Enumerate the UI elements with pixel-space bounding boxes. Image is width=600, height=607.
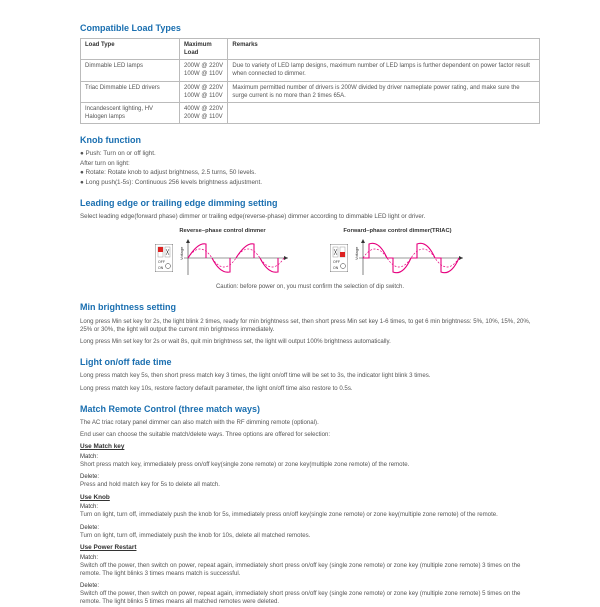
dimming-caution: Caution: before power on, you must confi…	[80, 283, 540, 291]
usepower-head: Use Power Restart	[80, 544, 540, 553]
useknob-head: Use Knob	[80, 494, 540, 503]
table-cell	[228, 102, 540, 123]
table-row: Triac Dimmable LED drivers200W @ 220V 10…	[81, 81, 540, 102]
wave-forward: Voltage	[355, 237, 465, 279]
table-row: Incandescent lighting, HV Halogen lamps4…	[81, 102, 540, 123]
useknob-dtxt: Turn on light, turn off, immediately pus…	[80, 532, 540, 540]
dip-switch-left: OFF ON	[155, 244, 173, 272]
section-title-dimming: Leading edge or trailing edge dimming se…	[80, 197, 540, 209]
table-cell: 200W @ 220V 100W @ 110V	[180, 81, 228, 102]
svg-text:Voltage: Voltage	[180, 246, 184, 260]
usematch-dlabel: Delete:	[80, 473, 540, 481]
section-title-compat: Compatible Load Types	[80, 22, 540, 34]
off-label: OFF	[158, 260, 165, 264]
usepower-dtxt: Switch off the power, then switch on pow…	[80, 590, 540, 606]
col-loadtype: Load Type	[81, 39, 180, 60]
wave-reverse: Voltage	[180, 237, 290, 279]
forward-phase-diagram: Forward–phase control dimmer(TRIAC) OFF …	[330, 228, 465, 280]
usematch-dtxt: Press and hold match key for 5s to delet…	[80, 481, 540, 489]
section-title-fade: Light on/off fade time	[80, 356, 540, 368]
minbright-p2: Long press Min set key for 2s or wait 8s…	[80, 338, 540, 346]
match-intro2: End user can choose the suitable match/d…	[80, 431, 540, 439]
fade-p1: Long press match key 5s, then short pres…	[80, 372, 540, 380]
table-cell: Incandescent lighting, HV Halogen lamps	[81, 102, 180, 123]
usepower-dlabel: Delete:	[80, 582, 540, 590]
usematch-head: Use Match key	[80, 443, 540, 452]
table-cell: Maximum permitted number of drivers is 2…	[228, 81, 540, 102]
col-maxload: Maximum Load	[180, 39, 228, 60]
knob-item: ● Rotate: Rotate knob to adjust brightne…	[80, 169, 540, 178]
diagram-row: Reverse–phase control dimmer OFF ON V	[80, 228, 540, 280]
usematch-mtxt: Short press match key, immediately press…	[80, 461, 540, 469]
svg-text:Voltage: Voltage	[355, 246, 359, 260]
usepower-mlabel: Match:	[80, 554, 540, 562]
svg-text:OFF: OFF	[333, 260, 340, 264]
section-title-minbright: Min brightness setting	[80, 301, 540, 313]
dimming-intro: Select leading edge(forward phase) dimme…	[80, 213, 540, 221]
usepower-mtxt: Switch off the power, then switch on pow…	[80, 562, 540, 578]
table-cell: 400W @ 220V 200W @ 110V	[180, 102, 228, 123]
useknob-mlabel: Match:	[80, 503, 540, 511]
useknob-mtxt: Turn on light, turn off, immediately pus…	[80, 511, 540, 519]
section-title-knob: Knob function	[80, 134, 540, 146]
forward-phase-title: Forward–phase control dimmer(TRIAC)	[330, 228, 465, 236]
svg-text:ON: ON	[333, 266, 339, 270]
knob-item: ● Long push(1-5s): Continuous 256 levels…	[80, 179, 540, 188]
reverse-phase-diagram: Reverse–phase control dimmer OFF ON V	[155, 228, 290, 280]
match-intro1: The AC triac rotary panel dimmer can als…	[80, 419, 540, 427]
usematch-mlabel: Match:	[80, 453, 540, 461]
knob-item: ● Push: Turn on or off light.	[80, 150, 540, 159]
table-cell: Due to variety of LED lamp designs, maxi…	[228, 60, 540, 81]
table-cell: Triac Dimmable LED drivers	[81, 81, 180, 102]
compat-table: Load Type Maximum Load Remarks Dimmable …	[80, 38, 540, 124]
col-remarks: Remarks	[228, 39, 540, 60]
knob-item: After turn on light:	[80, 160, 540, 169]
minbright-p1: Long press Min set key for 2s, the light…	[80, 318, 540, 334]
table-cell: Dimmable LED lamps	[81, 60, 180, 81]
reverse-phase-title: Reverse–phase control dimmer	[155, 228, 290, 236]
dip-switch-right: OFF ON	[330, 244, 348, 272]
table-header-row: Load Type Maximum Load Remarks	[81, 39, 540, 60]
on-label: ON	[158, 266, 164, 270]
knob-list: ● Push: Turn on or off light.After turn …	[80, 150, 540, 187]
table-row: Dimmable LED lamps200W @ 220V 100W @ 110…	[81, 60, 540, 81]
fade-p2: Long press match key 10s, restore factor…	[80, 385, 540, 393]
table-cell: 200W @ 220V 100W @ 110V	[180, 60, 228, 81]
section-title-match: Match Remote Control (three match ways)	[80, 403, 540, 415]
useknob-dlabel: Delete:	[80, 524, 540, 532]
